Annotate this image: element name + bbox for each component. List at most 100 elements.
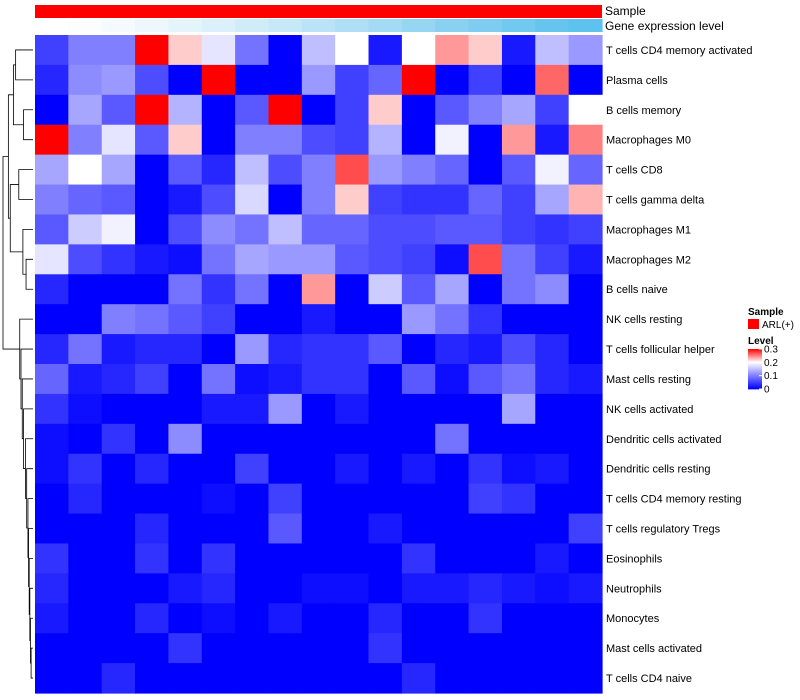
row-label: Mast cells resting — [606, 374, 691, 386]
row-label: Eosinophils — [606, 553, 663, 565]
heatmap-cell — [68, 334, 103, 365]
heatmap-cell — [168, 603, 203, 634]
heatmap-cell — [201, 663, 236, 694]
heatmap-cell — [568, 393, 603, 425]
heatmap-cell — [101, 603, 136, 634]
heatmap-cell — [235, 274, 270, 305]
heatmap-cell — [568, 543, 603, 574]
heatmap-cell — [501, 35, 536, 66]
heatmap-cell — [468, 124, 503, 156]
legend-gradient-step — [748, 370, 762, 372]
legend-gradient-step — [748, 368, 762, 370]
heatmap-cell — [401, 274, 436, 305]
heatmap-cell — [435, 603, 470, 634]
heatmap-cell — [101, 663, 136, 694]
heatmap-cell — [235, 334, 270, 365]
heatmap-cell — [68, 633, 103, 664]
heatmap-cell — [535, 124, 570, 156]
heatmap-cell — [535, 423, 570, 455]
heatmap-cell — [68, 543, 103, 574]
heatmap-cell — [368, 633, 403, 664]
heatmap-cell — [68, 124, 103, 156]
heatmap-cell — [535, 64, 570, 96]
heatmap-cell — [401, 64, 436, 96]
heatmap-cell — [501, 124, 536, 156]
heatmap-cell — [501, 154, 536, 186]
heatmap-cell — [301, 483, 336, 515]
heatmap-cell — [501, 603, 536, 634]
heatmap-cell — [201, 573, 236, 604]
heatmap-cell — [568, 304, 603, 335]
heatmap-cell — [535, 393, 570, 425]
heatmap-cell — [335, 393, 370, 425]
heatmap-cell — [468, 364, 503, 395]
dendrogram-branch — [22, 229, 33, 275]
heatmap-cell — [201, 244, 236, 275]
heatmap-cell — [368, 483, 403, 515]
heatmap-cell — [401, 483, 436, 515]
heatmap-cell — [301, 124, 336, 156]
heatmap-cell — [168, 543, 203, 574]
gene-expression-annotation-cell — [535, 19, 570, 32]
heatmap-cell — [501, 483, 536, 515]
heatmap-cell — [235, 124, 270, 156]
heatmap-cell — [135, 453, 170, 485]
legend-gradient-step — [748, 366, 762, 368]
heatmap-cell — [468, 244, 503, 275]
heatmap-cell — [468, 633, 503, 664]
heatmap-cell — [201, 633, 236, 664]
heatmap-cell — [268, 274, 303, 305]
heatmap-cell — [68, 483, 103, 515]
heatmap-cell — [168, 393, 203, 425]
dendrogram-branch — [15, 49, 33, 81]
heatmap-cell — [201, 453, 236, 485]
heatmap-cell — [435, 274, 470, 305]
heatmap-cell — [501, 274, 536, 305]
legend-gradient-step — [748, 384, 762, 386]
heatmap-cell — [35, 423, 69, 455]
heatmap-cell — [335, 573, 370, 604]
heatmap-cell — [468, 603, 503, 634]
heatmap-cell — [335, 543, 370, 574]
heatmap-cell — [268, 543, 303, 574]
heatmap-cell — [135, 483, 170, 515]
legend-gradient-step — [748, 388, 762, 390]
legend-gradient-step — [748, 382, 762, 384]
legend-tick-label: 0.1 — [764, 371, 778, 382]
heatmap-cell — [168, 154, 203, 186]
heatmap-cell — [435, 94, 470, 126]
heatmap-cell — [468, 184, 503, 216]
heatmap-cell — [335, 423, 370, 455]
heatmap-cell — [335, 453, 370, 485]
heatmap-cell — [401, 35, 436, 66]
heatmap-cell — [301, 274, 336, 305]
dendrogram-branch — [13, 64, 24, 126]
heatmap-cell — [35, 274, 69, 305]
heatmap-cell — [468, 543, 503, 574]
heatmap-cell — [535, 543, 570, 574]
heatmap-cell — [135, 154, 170, 186]
heatmap-cell — [568, 453, 603, 485]
heatmap-cell — [35, 573, 69, 604]
heatmap-cell — [301, 154, 336, 186]
heatmap-cell — [368, 393, 403, 425]
legend-sample-entry: ARL(+) — [762, 320, 794, 331]
dendrogram-branch — [18, 169, 33, 200]
heatmap-cell — [135, 94, 170, 126]
heatmap-cell — [268, 364, 303, 395]
heatmap-cell — [468, 64, 503, 96]
heatmap-cell — [235, 214, 270, 245]
heatmap-cell — [101, 94, 136, 126]
row-label: T cells CD8 — [606, 165, 663, 177]
heatmap-cell — [168, 334, 203, 365]
heatmap-cell — [101, 154, 136, 186]
heatmap-cell — [135, 35, 170, 66]
heatmap-cell — [35, 603, 69, 634]
heatmap-cell — [568, 184, 603, 216]
gene-expression-annotation-cell — [501, 19, 536, 32]
heatmap-cell — [568, 35, 603, 66]
legend-gradient-step — [748, 376, 762, 378]
dendrogram-branch — [23, 109, 33, 141]
legend-gradient-step — [748, 385, 762, 387]
heatmap-cell — [535, 35, 570, 66]
